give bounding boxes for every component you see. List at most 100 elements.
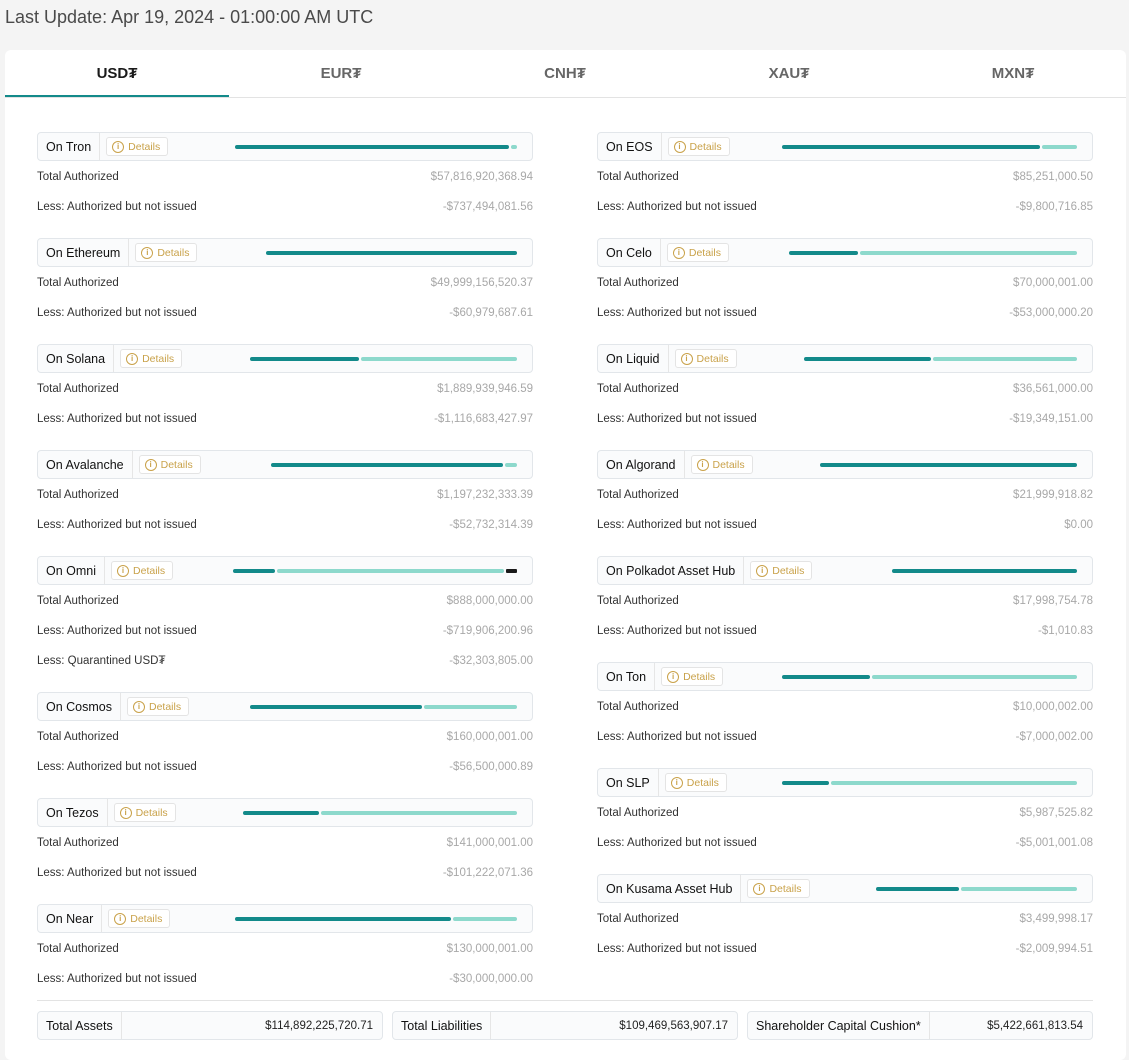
details-label: Details [683,670,716,683]
details-button[interactable]: i Details [664,773,727,792]
not-issued-row: Less: Authorized but not issued -$53,000,… [597,298,1093,328]
not-issued-value: -$52,732,314.39 [449,519,533,531]
not-issued-row: Less: Authorized but not issued -$101,222… [37,858,533,888]
tab-xaut[interactable]: XAU₮ [768,65,810,82]
authorized-not-issued-segment [452,917,517,921]
chain-header: On Near i Details [37,904,533,933]
not-issued-row: Less: Authorized but not issued -$1,010.8… [597,616,1093,646]
info-icon: i [756,564,769,577]
total-authorized-value: $49,999,156,520.37 [430,276,533,289]
details-label: Details [686,776,719,789]
authorized-issued-segment [235,917,451,921]
supply-bar [235,145,517,149]
chain-name: On Celo [598,239,661,266]
total-authorized-value: $21,999,918.82 [1013,488,1093,501]
left-chain-column: On Tron i Details Total Authorized $57,816,9… [37,132,533,1010]
details-label: Details [160,458,193,471]
total-authorized-label: Total Authorized [37,382,119,395]
details-button[interactable]: i Details [750,561,813,580]
authorized-issued-segment [266,251,517,255]
not-issued-row: Less: Authorized but not issued -$737,494… [37,192,533,222]
not-issued-label: Less: Authorized but not issued [597,413,757,425]
chain-card: On Celo i Details Total Authorized $70,000,0… [597,238,1093,344]
details-label: Details [135,806,168,819]
total-authorized-value: $57,816,920,368.94 [430,170,533,183]
not-issued-label: Less: Authorized but not issued [37,973,197,985]
not-issued-label: Less: Authorized but not issued [597,837,757,849]
tab-usdt[interactable]: USD₮ [5,50,229,97]
info-icon: i [680,352,693,365]
total-authorized-row: Total Authorized $3,499,998.17 [597,903,1093,934]
details-button[interactable]: i Details [667,137,730,156]
authorized-not-issued-segment [859,251,1077,255]
details-button[interactable]: i Details [113,803,176,822]
total-authorized-label: Total Authorized [597,170,679,183]
details-button[interactable]: i Details [666,243,729,262]
info-icon: i [753,882,766,895]
authorized-not-issued-segment [277,569,504,573]
supply-bar [820,463,1077,467]
details-button[interactable]: i Details [674,349,737,368]
not-issued-value: -$2,009,994.51 [1015,943,1093,955]
info-icon: i [144,458,157,471]
not-issued-row: Less: Authorized but not issued -$7,000,0… [597,722,1093,752]
authorized-not-issued-segment [1041,145,1077,149]
chain-name: On SLP [598,769,659,796]
total-authorized-label: Total Authorized [597,382,679,395]
not-issued-row: Less: Authorized but not issued $0.00 [597,510,1093,540]
chain-header: On Tron i Details [37,132,533,161]
chain-card: On Tron i Details Total Authorized $57,816,9… [37,132,533,238]
tab-eurt[interactable]: EUR₮ [320,65,362,82]
not-issued-row: Less: Authorized but not issued -$1,116,6… [37,404,533,434]
capital-cushion-value: $5,422,661,813.54 [987,1019,1083,1032]
not-issued-value: -$30,000,000.00 [449,973,533,985]
details-button[interactable]: i Details [135,243,198,262]
chain-name: On Polkadot Asset Hub [598,557,745,584]
chain-header: On Algorand i Details [597,450,1093,479]
details-label: Details [689,140,722,153]
authorized-issued-segment [235,145,510,149]
supply-bar [789,251,1077,255]
total-authorized-row: Total Authorized $160,000,001.00 [37,721,533,752]
details-button[interactable]: i Details [106,137,169,156]
details-button[interactable]: i Details [127,697,190,716]
details-button[interactable]: i Details [747,879,810,898]
not-issued-row: Less: Authorized but not issued -$5,001,0… [597,828,1093,858]
details-button[interactable]: i Details [108,909,171,928]
total-authorized-value: $36,561,000.00 [1013,382,1093,395]
not-issued-value: -$719,906,200.96 [442,625,533,637]
info-icon: i [114,912,127,925]
not-issued-value: -$1,010.83 [1038,625,1093,637]
details-label: Details [128,140,161,153]
chain-name: On Avalanche [38,451,133,478]
details-button[interactable]: i Details [111,561,174,580]
details-button[interactable]: i Details [138,455,201,474]
authorized-issued-segment [782,145,1040,149]
not-issued-label: Less: Authorized but not issued [597,731,757,743]
not-issued-row: Less: Authorized but not issued -$719,906… [37,616,533,646]
tab-cnht[interactable]: CNH₮ [544,65,586,82]
info-icon: i [667,670,680,683]
chain-card: On EOS i Details Total Authorized $85,251,00… [597,132,1093,238]
details-button[interactable]: i Details [661,667,724,686]
total-authorized-row: Total Authorized $70,000,001.00 [597,267,1093,298]
chain-name: On Cosmos [38,693,121,720]
chain-card: On Liquid i Details Total Authorized $36,561… [597,344,1093,450]
authorized-not-issued-segment [504,463,517,467]
info-icon: i [672,246,685,259]
chain-name: On Tron [38,133,101,160]
not-issued-label: Less: Authorized but not issued [37,867,197,879]
details-label: Details [130,912,163,925]
details-button[interactable]: i Details [120,349,183,368]
info-icon: i [117,564,130,577]
total-authorized-row: Total Authorized $57,816,920,368.94 [37,161,533,192]
chain-card: On Tezos i Details Total Authorized $141,000… [37,798,533,904]
tab-mxnt[interactable]: MXN₮ [991,65,1035,82]
not-issued-value: -$53,000,000.20 [1009,307,1093,319]
total-authorized-row: Total Authorized $1,889,939,946.59 [37,373,533,404]
details-button[interactable]: i Details [690,455,753,474]
not-issued-value: -$60,979,687.61 [449,307,533,319]
chain-header: On Ton i Details [597,662,1093,691]
supply-bar [875,887,1077,891]
info-icon: i [141,246,154,259]
